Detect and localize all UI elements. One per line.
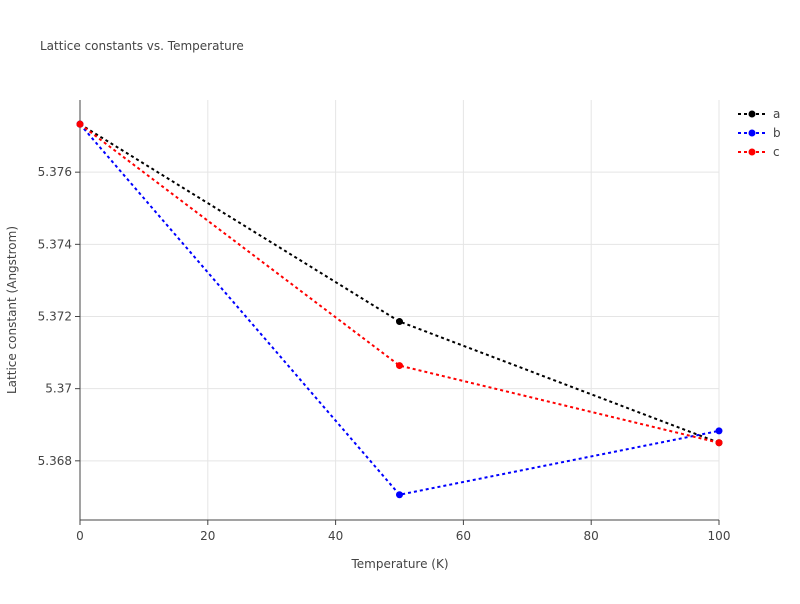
data-point [396,362,403,370]
series-line [79,123,720,496]
y-axis-label: Lattice constant (Angstrom) [5,226,19,394]
legend-label: c [773,145,780,159]
x-tick-label: 80 [584,529,599,543]
data-point [396,491,403,499]
data-point [396,318,403,326]
chart-title: Lattice constants vs. Temperature [40,39,244,53]
legend-marker [748,148,756,156]
x-tick-label: 0 [76,529,84,543]
y-tick-label: 5.37 [45,382,72,396]
x-tick-label: 40 [328,529,343,543]
y-tick-label: 5.368 [38,454,72,468]
x-tick-label: 20 [200,529,215,543]
x-axis-label: Temperature (K) [350,557,448,571]
legend-marker [748,129,756,137]
x-tick-label: 100 [708,529,731,543]
x-tick-label: 60 [456,529,471,543]
legend-marker [748,110,756,118]
data-point [76,120,84,128]
y-tick-label: 5.372 [38,309,72,323]
data-point [715,439,723,447]
legend-label: a [773,107,780,121]
data-point [715,427,723,435]
legend-label: b [773,126,781,140]
y-tick-label: 5.376 [38,165,72,179]
series-line [79,123,720,444]
y-tick-label: 5.374 [38,237,72,251]
